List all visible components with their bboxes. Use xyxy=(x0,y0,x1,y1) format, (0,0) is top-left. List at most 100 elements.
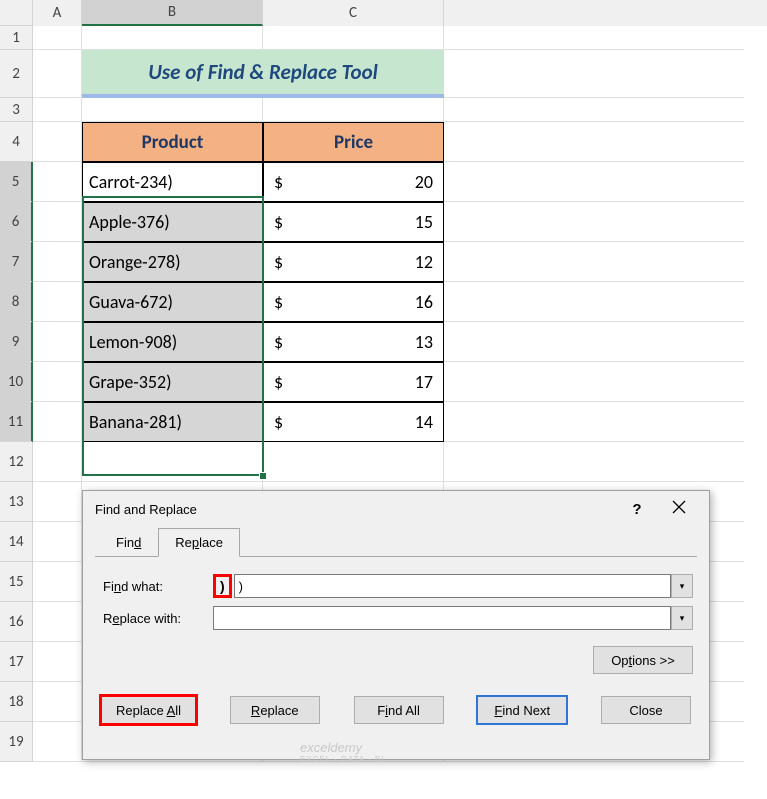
find-all-button[interactable]: Find All xyxy=(354,696,444,724)
empty-cell[interactable] xyxy=(33,322,82,362)
empty-cell[interactable] xyxy=(33,202,82,242)
empty-cell[interactable] xyxy=(444,98,744,122)
row-header-19[interactable]: 19 xyxy=(0,722,33,762)
empty-cell[interactable] xyxy=(444,282,744,322)
empty-cell[interactable] xyxy=(444,442,744,482)
empty-cell[interactable] xyxy=(444,50,744,98)
empty-cell[interactable] xyxy=(82,98,263,122)
row-header-1[interactable]: 1 xyxy=(0,26,33,50)
row-header-5[interactable]: 5 xyxy=(0,162,33,202)
empty-cell[interactable] xyxy=(444,242,744,282)
empty-cell[interactable] xyxy=(263,98,444,122)
product-cell[interactable]: Banana-281) xyxy=(82,402,263,442)
empty-cell[interactable] xyxy=(33,362,82,402)
find-next-button[interactable]: Find Next xyxy=(477,696,567,724)
close-icon[interactable] xyxy=(657,500,701,519)
tab-replace[interactable]: Replace xyxy=(158,528,240,557)
options-button[interactable]: Options >> xyxy=(593,646,693,674)
row-header-13[interactable]: 13 xyxy=(0,482,33,522)
replace-dropdown-icon[interactable]: ▾ xyxy=(671,606,693,630)
fill-handle[interactable] xyxy=(259,472,267,480)
row-header-2[interactable]: 2 xyxy=(0,50,33,98)
watermark: exceldemy EXCEL · DATA · BI xyxy=(300,740,384,764)
row-header-10[interactable]: 10 xyxy=(0,362,33,402)
price-value: 20 xyxy=(415,171,433,193)
price-cell[interactable]: $20 xyxy=(263,162,444,202)
find-what-input[interactable] xyxy=(234,574,671,598)
empty-cell[interactable] xyxy=(444,202,744,242)
find-dropdown-icon[interactable]: ▾ xyxy=(671,574,693,598)
product-cell[interactable]: Orange-278) xyxy=(82,242,263,282)
empty-cell[interactable] xyxy=(33,442,82,482)
empty-cell[interactable] xyxy=(82,26,263,50)
close-button[interactable]: Close xyxy=(601,696,691,724)
empty-cell[interactable] xyxy=(33,722,82,762)
empty-cell[interactable] xyxy=(33,642,82,682)
empty-cell[interactable] xyxy=(33,562,82,602)
help-button[interactable]: ? xyxy=(617,501,657,518)
title-cell[interactable]: Use of Find & Replace Tool xyxy=(82,50,444,98)
product-cell[interactable]: Carrot-234) xyxy=(82,162,263,202)
price-cell[interactable]: $16 xyxy=(263,282,444,322)
product-cell[interactable]: Apple-376) xyxy=(82,202,263,242)
header-price[interactable]: Price xyxy=(263,122,444,162)
empty-cell[interactable] xyxy=(33,482,82,522)
empty-cell[interactable] xyxy=(263,442,444,482)
empty-cell[interactable] xyxy=(82,442,263,482)
replace-with-input[interactable] xyxy=(213,606,671,630)
empty-cell[interactable] xyxy=(33,50,82,98)
empty-cell[interactable] xyxy=(444,402,744,442)
empty-cell[interactable] xyxy=(33,602,82,642)
dialog-title: Find and Replace xyxy=(95,502,617,517)
product-cell[interactable]: Guava-672) xyxy=(82,282,263,322)
row-header-9[interactable]: 9 xyxy=(0,322,33,362)
empty-cell[interactable] xyxy=(444,362,744,402)
tab-find[interactable]: Find xyxy=(99,528,158,557)
row-header-7[interactable]: 7 xyxy=(0,242,33,282)
row-header-18[interactable]: 18 xyxy=(0,682,33,722)
empty-cell[interactable] xyxy=(263,26,444,50)
row-header-16[interactable]: 16 xyxy=(0,602,33,642)
replace-all-button[interactable]: Replace All xyxy=(101,696,196,724)
product-cell[interactable]: Grape-352) xyxy=(82,362,263,402)
empty-cell[interactable] xyxy=(33,98,82,122)
row-header-3[interactable]: 3 xyxy=(0,98,33,122)
select-all-corner[interactable] xyxy=(0,0,33,26)
col-header-c[interactable]: C xyxy=(263,0,444,26)
price-cell[interactable]: $13 xyxy=(263,322,444,362)
row-header-11[interactable]: 11 xyxy=(0,402,33,442)
empty-cell[interactable] xyxy=(33,282,82,322)
empty-cell[interactable] xyxy=(444,122,744,162)
row-header-6[interactable]: 6 xyxy=(0,202,33,242)
price-cell[interactable]: $12 xyxy=(263,242,444,282)
product-cell[interactable]: Lemon-908) xyxy=(82,322,263,362)
row-header-14[interactable]: 14 xyxy=(0,522,33,562)
empty-cell[interactable] xyxy=(33,26,82,50)
price-cell[interactable]: $15 xyxy=(263,202,444,242)
col-header-b[interactable]: B xyxy=(82,0,263,26)
header-product[interactable]: Product xyxy=(82,122,263,162)
empty-cell[interactable] xyxy=(33,522,82,562)
row-header-12[interactable]: 12 xyxy=(0,442,33,482)
price-cell[interactable]: $17 xyxy=(263,362,444,402)
empty-cell[interactable] xyxy=(33,242,82,282)
empty-cell[interactable] xyxy=(33,682,82,722)
row-header-4[interactable]: 4 xyxy=(0,122,33,162)
replace-button[interactable]: Replace xyxy=(230,696,320,724)
row-header-8[interactable]: 8 xyxy=(0,282,33,322)
empty-cell[interactable] xyxy=(444,26,744,50)
empty-cell[interactable] xyxy=(33,122,82,162)
empty-cell[interactable] xyxy=(33,162,82,202)
replace-with-label: Replace with: xyxy=(103,611,213,626)
price-value: 14 xyxy=(415,411,433,433)
row-header-15[interactable]: 15 xyxy=(0,562,33,602)
find-what-label: Find what: xyxy=(103,579,213,594)
row-header-17[interactable]: 17 xyxy=(0,642,33,682)
empty-cell[interactable] xyxy=(444,322,744,362)
price-cell[interactable]: $14 xyxy=(263,402,444,442)
currency-symbol: $ xyxy=(274,291,283,313)
empty-cell[interactable] xyxy=(33,402,82,442)
price-value: 16 xyxy=(415,291,433,313)
empty-cell[interactable] xyxy=(444,162,744,202)
col-header-a[interactable]: A xyxy=(33,0,82,26)
